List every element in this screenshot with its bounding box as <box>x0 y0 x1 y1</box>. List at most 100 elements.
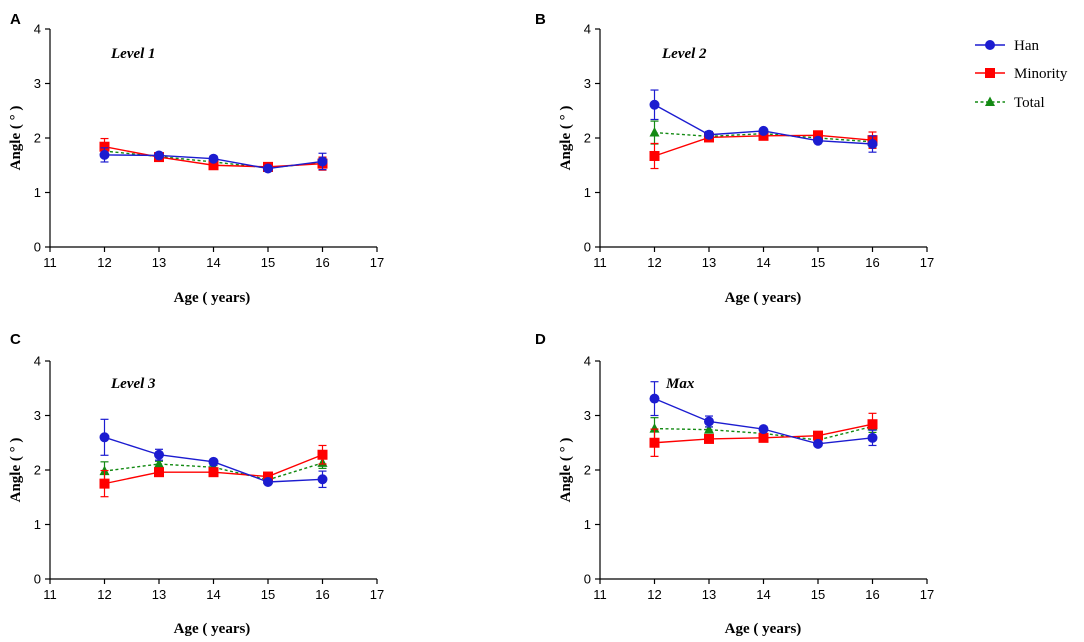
y-tick-label: 4 <box>34 354 41 369</box>
data-point-han <box>704 416 714 427</box>
legend-marker-minority <box>985 68 995 78</box>
x-tick-label: 12 <box>97 255 111 270</box>
data-point-total <box>649 423 660 433</box>
x-tick-label: 12 <box>97 587 111 602</box>
data-point-minority <box>649 437 660 448</box>
x-tick-label: 14 <box>756 587 770 602</box>
y-tick-label: 1 <box>584 185 591 200</box>
data-point-han <box>758 125 769 136</box>
y-tick-label: 3 <box>34 408 41 423</box>
x-tick-label: 15 <box>811 255 825 270</box>
data-point-han <box>317 156 328 167</box>
series-line-total <box>654 425 873 441</box>
data-point-han <box>867 138 878 149</box>
y-axis-title: Angle ( ° ) <box>558 438 574 503</box>
data-marks <box>99 418 328 498</box>
x-tick-label: 11 <box>43 255 57 270</box>
x-tick-label: 16 <box>315 255 329 270</box>
y-tick-label: 0 <box>34 240 41 255</box>
data-point-han <box>154 449 164 460</box>
data-point-han <box>208 456 219 467</box>
y-tick-label: 3 <box>34 76 41 91</box>
x-tick-label: 11 <box>593 255 607 270</box>
data-point-han <box>758 424 769 435</box>
y-tick-label: 1 <box>34 517 41 532</box>
y-tick-label: 1 <box>34 185 41 200</box>
series-line-total <box>104 462 323 481</box>
data-point-minority <box>813 430 823 441</box>
data-point-minority <box>99 478 110 489</box>
panel-title: Level 1 <box>110 46 156 62</box>
legend-item-han: Han <box>975 38 1039 54</box>
data-point-minority <box>208 160 219 171</box>
x-tick-label: 16 <box>865 587 879 602</box>
data-point-minority <box>813 130 823 141</box>
y-tick-label: 0 <box>34 572 41 587</box>
panel-letter: D <box>535 331 546 348</box>
panel-letter: A <box>10 11 21 28</box>
legend-marker-total <box>985 96 995 106</box>
y-axis-title: Angle ( ° ) <box>8 106 24 171</box>
y-tick-label: 4 <box>34 22 41 37</box>
data-point-han <box>208 153 219 164</box>
x-axis-title: Age ( years) <box>725 290 802 306</box>
legend-marker <box>985 40 995 50</box>
panel-title: Level 3 <box>110 376 156 392</box>
x-tick-label: 15 <box>261 587 275 602</box>
data-point-minority <box>758 432 769 443</box>
x-tick-label: 14 <box>206 587 220 602</box>
data-point-minority <box>263 471 273 482</box>
y-tick-label: 1 <box>584 517 591 532</box>
x-tick-label: 17 <box>920 255 934 270</box>
legend-label: Minority <box>1014 66 1068 82</box>
data-point-han <box>813 438 823 449</box>
data-point-han <box>99 149 110 160</box>
x-tick-label: 15 <box>261 255 275 270</box>
y-tick-label: 2 <box>584 131 591 146</box>
x-tick-label: 13 <box>152 255 166 270</box>
x-tick-label: 14 <box>206 255 220 270</box>
y-tick-label: 4 <box>584 354 591 369</box>
data-point-han <box>813 135 823 146</box>
data-point-total <box>649 127 660 137</box>
legend-marker-han <box>985 40 995 50</box>
y-axis-title: Angle ( ° ) <box>558 106 574 171</box>
x-tick-label: 14 <box>756 255 770 270</box>
y-tick-label: 2 <box>34 131 41 146</box>
data-point-han <box>263 163 273 174</box>
x-tick-label: 15 <box>811 587 825 602</box>
data-point-han <box>649 99 660 110</box>
x-tick-label: 16 <box>315 587 329 602</box>
x-tick-label: 13 <box>702 255 716 270</box>
x-axis-title: Age ( years) <box>174 290 251 306</box>
x-tick-label: 17 <box>920 587 934 602</box>
y-tick-label: 0 <box>584 572 591 587</box>
data-point-han <box>263 476 273 487</box>
legend-item-minority: Minority <box>975 66 1068 82</box>
legend: Han Minority Total <box>975 38 1068 111</box>
x-tick-label: 17 <box>370 587 384 602</box>
y-tick-label: 0 <box>584 240 591 255</box>
data-point-han <box>867 432 878 443</box>
x-tick-label: 16 <box>865 255 879 270</box>
legend-marker <box>985 96 995 106</box>
data-point-minority <box>154 467 164 478</box>
panel-letter: C <box>10 331 21 348</box>
data-point-minority <box>649 150 660 161</box>
legend-item-total: Total <box>975 95 1045 111</box>
x-tick-label: 12 <box>647 587 661 602</box>
data-point-minority <box>704 433 714 444</box>
data-point-han <box>154 150 164 161</box>
y-tick-label: 2 <box>34 463 41 478</box>
y-tick-label: 4 <box>584 22 591 37</box>
data-point-total <box>704 424 714 434</box>
y-tick-label: 2 <box>584 463 591 478</box>
legend-marker <box>985 68 995 78</box>
legend-label: Han <box>1014 38 1039 54</box>
